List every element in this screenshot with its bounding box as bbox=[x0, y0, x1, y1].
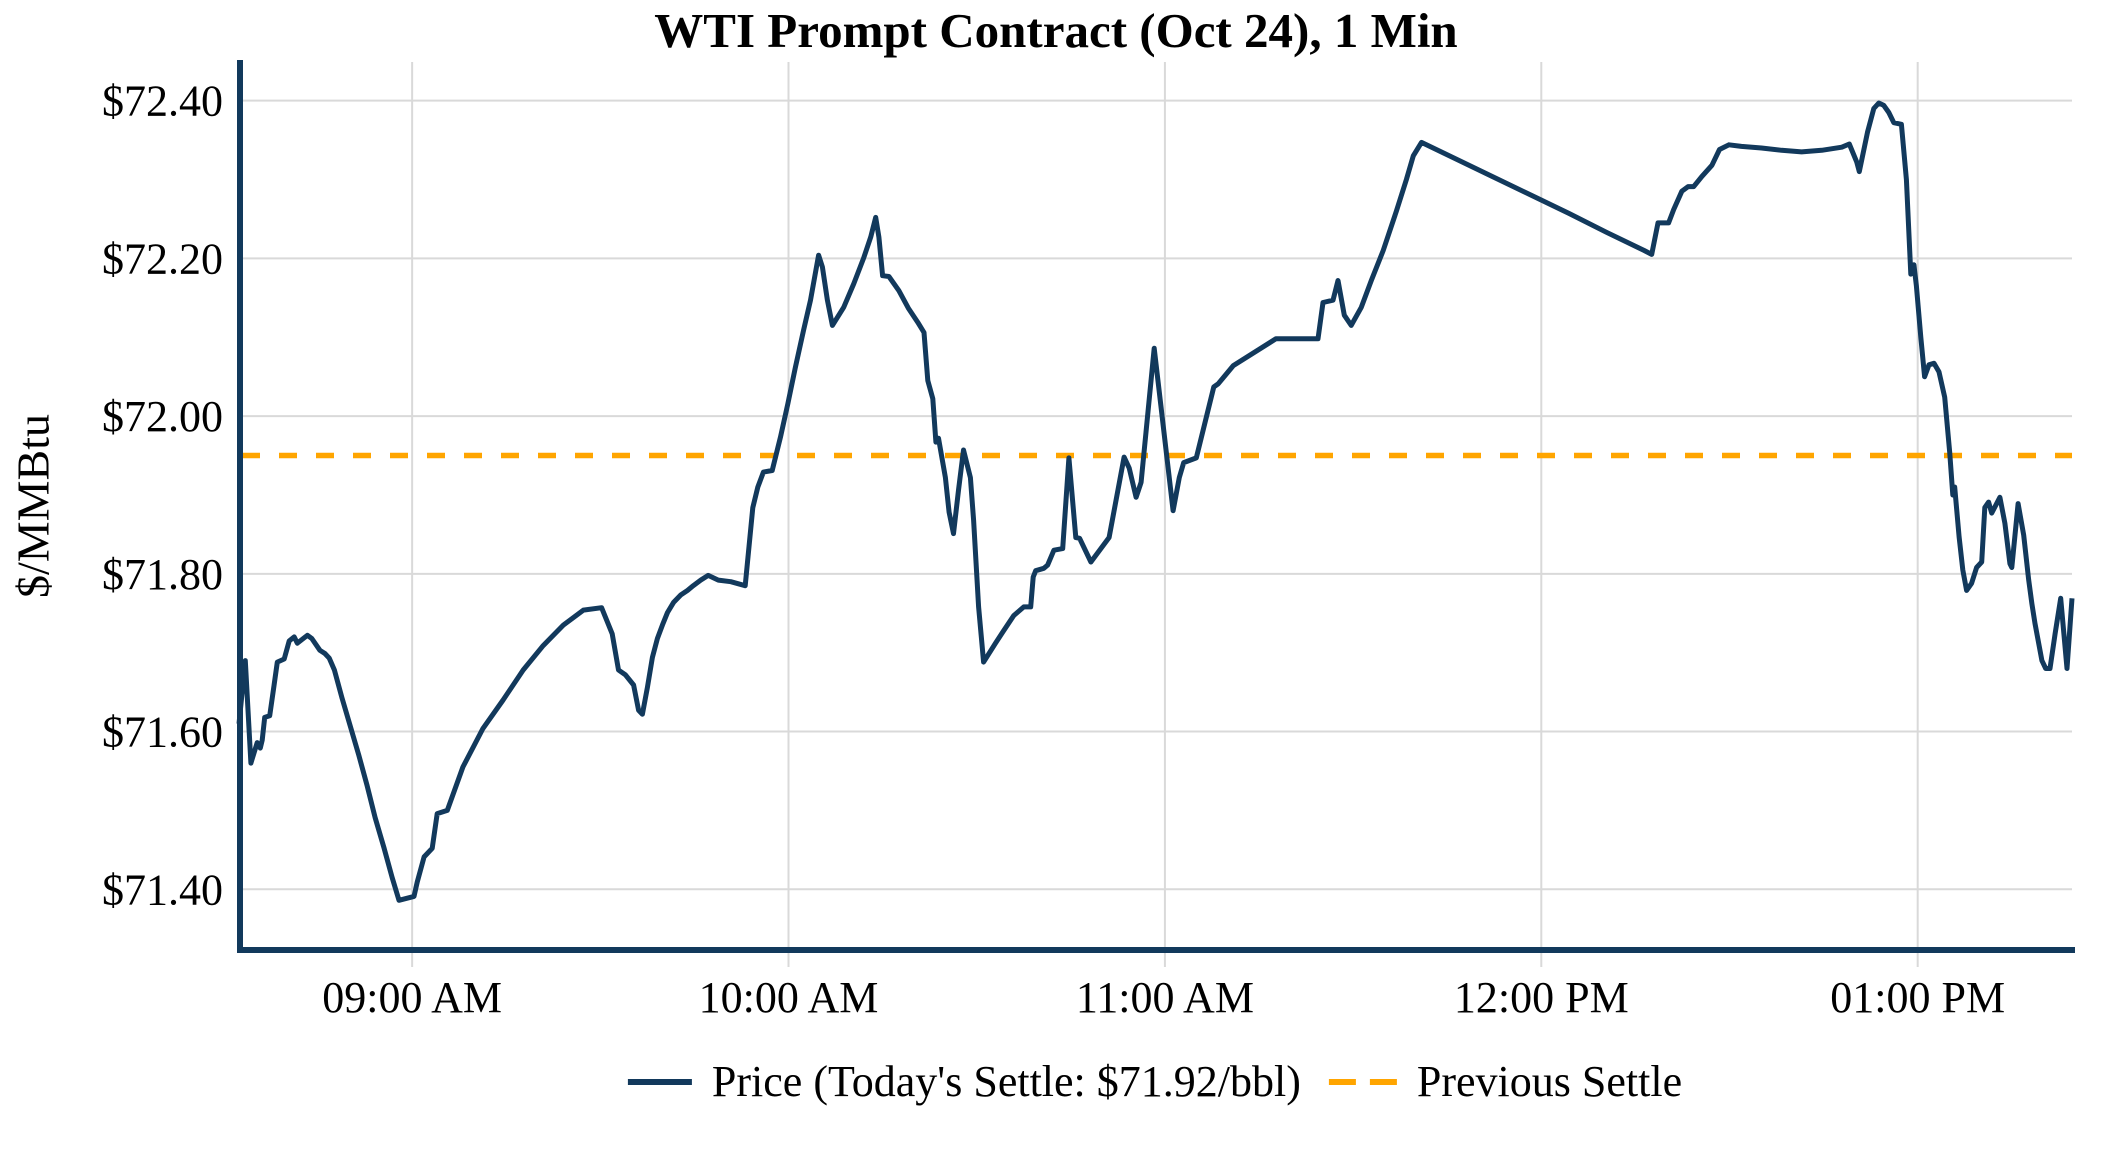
previous-settle-dash-swatch-icon bbox=[1328, 1078, 1397, 1085]
x-tick-label: 12:00 PM bbox=[1454, 973, 1629, 1022]
legend-price-label: Price (Today's Settle: $71.92/bbl) bbox=[711, 1057, 1301, 1106]
y-tick-label: $71.40 bbox=[102, 865, 223, 914]
legend-item-previous-settle: Previous Settle bbox=[1328, 1056, 1683, 1107]
y-tick-label: $71.80 bbox=[102, 550, 223, 599]
x-tick-label: 11:00 AM bbox=[1076, 973, 1254, 1022]
y-tick-label: $72.00 bbox=[102, 392, 223, 441]
legend-item-price: Price (Today's Settle: $71.92/bbl) bbox=[627, 1056, 1301, 1107]
chart-title: WTI Prompt Contract (Oct 24), 1 Min bbox=[654, 3, 1458, 58]
x-tick-label: 09:00 AM bbox=[322, 973, 502, 1022]
y-axis-title: $/MMBtu bbox=[7, 413, 59, 599]
y-tick-label: $72.20 bbox=[102, 234, 223, 283]
x-tick-label: 10:00 AM bbox=[699, 973, 879, 1022]
y-tick-label: $71.60 bbox=[102, 708, 223, 757]
price-line-swatch-icon bbox=[627, 1078, 692, 1085]
price-line bbox=[236, 100, 2075, 903]
chart-legend: Price (Today's Settle: $71.92/bbl) Previ… bbox=[627, 1056, 1683, 1107]
legend-previous-settle-label: Previous Settle bbox=[1416, 1057, 1683, 1106]
y-tick-label: $72.40 bbox=[102, 77, 223, 126]
x-tick-label: 01:00 PM bbox=[1830, 973, 2005, 1022]
